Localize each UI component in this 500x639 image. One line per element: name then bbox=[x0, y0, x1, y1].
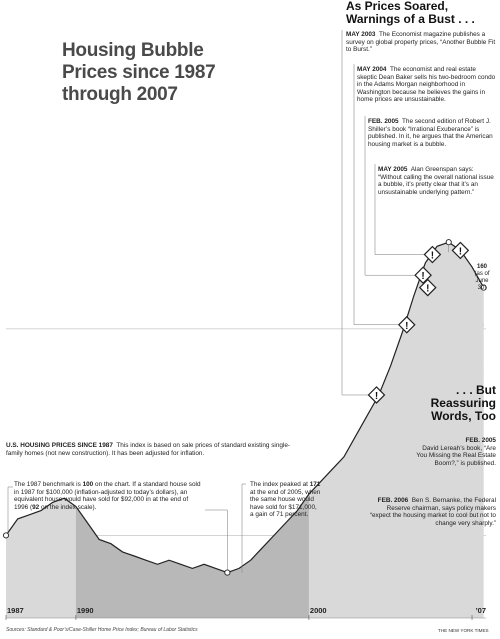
intro-text: U.S. HOUSING PRICES SINCE 1987 This inde… bbox=[6, 442, 306, 457]
warning-markers: !!!!!! bbox=[367, 241, 470, 404]
reassurance-note-date: FEB. 2006 bbox=[377, 497, 409, 504]
warning-diamond-icon: ! bbox=[397, 315, 416, 334]
marker-1987 bbox=[2, 532, 10, 539]
intro-label: U.S. HOUSING PRICES SINCE 1987 bbox=[6, 442, 113, 449]
benchmark-text-a: The 1987 benchmark is bbox=[14, 481, 83, 488]
peak-value: 171 bbox=[309, 481, 321, 488]
x-axis-ticks: 1987 1990 2000 ’07 bbox=[5, 606, 486, 620]
end-note-3: 30) bbox=[477, 285, 487, 291]
reassurance-note-1: FEB. 2005 David Lereah’s book, “Are You … bbox=[416, 437, 496, 467]
chart-title-line-2: Prices since 1987 bbox=[62, 62, 216, 83]
warning-exclamation: ! bbox=[375, 391, 378, 402]
end-value-label: 160 (as of June 30) bbox=[470, 264, 494, 292]
warning-exclamation: ! bbox=[431, 251, 434, 262]
warning-note-text: The Economist magazine publishes a surve… bbox=[346, 31, 496, 54]
benchmark-text-c: on the chart. If a standard house sold i… bbox=[14, 481, 201, 511]
warning-note-3: FEB. 2005 The second edition of Robert J… bbox=[368, 118, 496, 149]
warning-diamond-shape bbox=[423, 245, 442, 264]
x-tick-label: 1990 bbox=[77, 606, 94, 615]
credit: THE NEW YORK TIMES bbox=[438, 628, 489, 633]
reassurance-exclamation: ! bbox=[459, 246, 462, 257]
shaded-period bbox=[75, 242, 309, 618]
peak-annotation: The index peaked at 171 at the end of 20… bbox=[250, 481, 322, 519]
marker-june-30 bbox=[480, 284, 487, 291]
peak-text-c: at the end of 2005, when the same house … bbox=[250, 488, 321, 519]
x-tick-label: 2000 bbox=[310, 606, 327, 615]
leader-lines bbox=[7, 30, 449, 573]
warning-diamond-icon: ! bbox=[414, 266, 432, 285]
warning-leader-line bbox=[364, 116, 424, 276]
warning-note-date: MAY 2004 bbox=[357, 66, 387, 73]
intro-description: This index is based on sale prices of st… bbox=[6, 442, 291, 457]
chart-title-line-3: through 2007 bbox=[62, 84, 178, 105]
warnings-heading-line-2: Warnings of a Bust . . . bbox=[346, 12, 475, 26]
source-note: Sources: Standard & Poor’s/Case-Shiller … bbox=[6, 627, 198, 633]
chart-title: Housing Bubble Prices since 1987 through… bbox=[62, 40, 282, 106]
warning-note-date: MAY 2003 bbox=[346, 31, 376, 38]
reassurance-diamond-shape bbox=[418, 278, 437, 297]
benchmark-leader bbox=[7, 486, 13, 533]
marker-peak bbox=[445, 239, 452, 246]
x-tick-label: 1987 bbox=[7, 606, 24, 615]
benchmark-value: 100 bbox=[82, 481, 94, 488]
reassurance-note-date: FEB. 2005 bbox=[465, 437, 496, 444]
reassurance-note-text: Ben S. Bernanke, the Federal Reserve cha… bbox=[369, 497, 496, 527]
warning-diamond-shape bbox=[367, 386, 386, 404]
data-point-markers bbox=[2, 239, 487, 576]
warning-note-text: The second edition of Robert J. Shiller’… bbox=[368, 118, 493, 148]
peak-text-a: The index peaked at bbox=[250, 481, 310, 488]
warning-diamond-shape bbox=[414, 266, 432, 285]
warning-diamond-shape bbox=[397, 315, 416, 334]
warnings-heading-line-1: As Prices Soared, bbox=[346, 0, 449, 13]
chart-title-line-1: Housing Bubble bbox=[62, 40, 204, 61]
warning-note-date: MAY 2005 bbox=[378, 166, 408, 173]
warning-leader-line bbox=[374, 164, 433, 255]
reassurance-exclamation: ! bbox=[426, 284, 429, 295]
benchmark-annotation: The 1987 benchmark is 100 on the chart. … bbox=[14, 481, 204, 511]
warning-leader-line bbox=[341, 30, 377, 396]
reassurance-note-2: FEB. 2006 Ben S. Bernanke, the Federal R… bbox=[366, 497, 496, 527]
price-area-fill bbox=[6, 242, 484, 618]
warning-leader-line bbox=[353, 64, 407, 326]
warning-note-2: MAY 2004 The economist and real estate s… bbox=[357, 66, 496, 104]
end-note-1: (as of bbox=[474, 271, 490, 277]
warning-diamond-icon: ! bbox=[423, 245, 442, 264]
warning-note-1: MAY 2003 The Economist magazine publishe… bbox=[346, 31, 496, 54]
marker-1996 bbox=[224, 569, 231, 576]
benchmark-text-e: on the index scale). bbox=[39, 503, 97, 511]
warnings-heading: As Prices Soared, Warnings of a Bust . .… bbox=[346, 0, 496, 26]
warning-note-4: MAY 2005 Alan Greenspan says: “Without c… bbox=[378, 166, 496, 197]
x-tick-label: ’07 bbox=[476, 606, 486, 615]
end-note-2: June bbox=[475, 278, 489, 284]
reassurance-diamond-shape bbox=[451, 241, 470, 260]
warning-diamond-icon: ! bbox=[367, 386, 386, 404]
reassurance-note-text: David Lereah’s book, “Are You Missing th… bbox=[416, 444, 496, 467]
warning-exclamation: ! bbox=[405, 321, 408, 332]
end-value: 160 bbox=[476, 264, 487, 270]
reassurance-diamond-icon: ! bbox=[418, 278, 437, 297]
warning-note-text: The economist and real estate skeptic De… bbox=[357, 66, 496, 104]
reassurance-heading-line-2: Reassuring bbox=[430, 396, 496, 410]
reassurance-diamond-icon: ! bbox=[451, 241, 470, 260]
warning-note-text: Alan Greenspan says: “Without calling th… bbox=[378, 166, 494, 196]
warning-exclamation: ! bbox=[421, 271, 424, 282]
reassurance-heading: . . . But Reassuring Words, Too bbox=[400, 384, 496, 423]
benchmark-1996-value: 92 bbox=[32, 503, 40, 511]
reassurance-heading-line-3: Words, Too bbox=[431, 409, 496, 423]
peak-leader-left bbox=[241, 483, 246, 573]
benchmark-1996-leader bbox=[205, 509, 228, 570]
warning-note-date: FEB. 2005 bbox=[368, 118, 399, 125]
reassurance-heading-line-1: . . . But bbox=[456, 383, 496, 397]
